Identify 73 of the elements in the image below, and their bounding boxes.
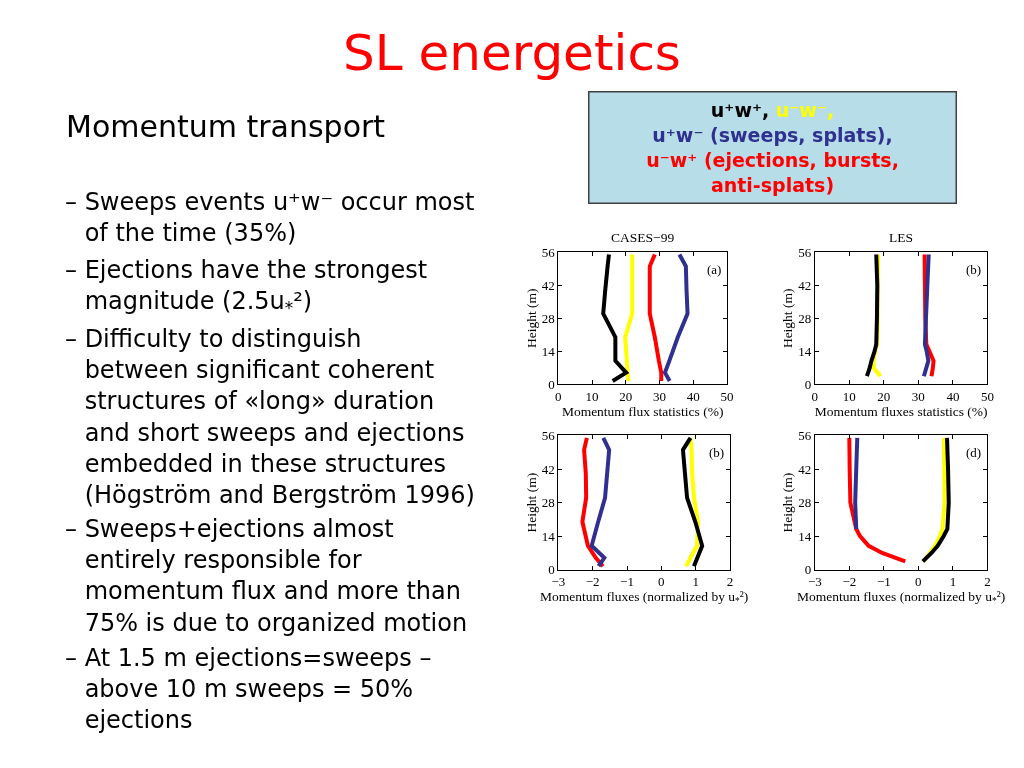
- line-series: [589, 435, 612, 569]
- x-tick-label: 10: [585, 389, 599, 405]
- line-series: [853, 435, 860, 532]
- y-tick-label: 14: [541, 343, 556, 359]
- x-tick-label: 40: [946, 389, 960, 405]
- x-tick-label: −1: [876, 574, 891, 590]
- chart-title: CASES−99: [611, 230, 675, 245]
- x-tick-label: 40: [686, 389, 700, 405]
- x-tick-label: 0: [915, 574, 922, 590]
- annotation: (d): [966, 445, 982, 460]
- text: – Difficulty to distinguish between significant coherent structures of «long» duration and short sweeps and ejections embedded in these structures (Högström and Bergström 1996): [65, 325, 475, 509]
- text: – Sweeps+ejections almost entirely responsible for momentum flux and more than 75% is due to organized motion: [65, 515, 468, 637]
- y-tick-label: 56: [541, 428, 556, 444]
- annotation: (b): [709, 445, 725, 460]
- y-tick-label: 28: [798, 495, 812, 511]
- x-tick-label: 20: [619, 389, 633, 405]
- x-tick-label: 2: [726, 574, 734, 590]
- y-tick-label: 42: [541, 461, 555, 477]
- x-axis-title: Momentum fluxes statistics (%): [814, 404, 988, 420]
- y-tick-label: 14: [541, 528, 556, 544]
- line-series: [580, 435, 605, 569]
- text: u⁺w⁻ (sweeps, splats),: [652, 124, 893, 147]
- x-tick-label: −1: [620, 574, 634, 590]
- y-tick-label: 42: [798, 277, 812, 293]
- x-tick-label: 1: [692, 574, 699, 590]
- y-tick-label: 42: [798, 461, 812, 477]
- y-axis-title: Height (m): [523, 288, 539, 349]
- line-series: [647, 252, 664, 383]
- y-tick-label: 28: [798, 310, 812, 326]
- text: – Sweeps events u⁺w⁻ occur most of the time (35%): [65, 188, 475, 248]
- y-tick-label: 28: [541, 495, 555, 511]
- y-tick-label: 56: [798, 244, 812, 260]
- x-tick-label: 30: [653, 389, 667, 405]
- y-axis-title: Height (m): [779, 288, 795, 349]
- text: – At 1.5 m ejections=sweeps – above 10 m sweeps = 50% ejections: [65, 644, 432, 735]
- y-tick-label: 14: [798, 528, 812, 544]
- line-series: [662, 252, 690, 383]
- line-series: [864, 252, 880, 379]
- text: Momentum transport: [66, 109, 386, 144]
- x-tick-label: −2: [842, 574, 857, 590]
- y-axis-title: Height (m): [523, 472, 539, 533]
- x-axis-title: Momentum fluxes (normalized by u$_{*}$²): [796, 589, 1006, 607]
- y-tick-label: 42: [541, 277, 555, 293]
- y-tick-label: 14: [798, 343, 812, 359]
- x-tick-label: 30: [911, 389, 925, 405]
- text: u⁻w⁺ (ejections, bursts, anti-splats): [646, 148, 899, 196]
- y-tick-label: 0: [548, 377, 555, 393]
- y-tick-label: 56: [798, 428, 812, 444]
- text: u⁻w⁻,: [775, 99, 835, 122]
- annotation: (b): [966, 262, 982, 277]
- annotation: (a): [707, 262, 722, 277]
- y-tick-label: 28: [541, 310, 555, 326]
- line-series: [601, 252, 629, 383]
- line-series: [847, 435, 908, 564]
- line-series: [921, 252, 931, 379]
- text: SL energetics: [343, 24, 681, 82]
- x-axis-title: Momentum flux statistics (%): [561, 404, 724, 420]
- text: u⁺w⁺,: [710, 99, 770, 122]
- x-tick-label: 50: [720, 389, 734, 405]
- line-series: [623, 252, 635, 383]
- x-tick-label: 0: [658, 574, 665, 590]
- chart-title: LES: [889, 230, 914, 245]
- x-tick-label: 1: [949, 574, 957, 590]
- text: – Ejections have the strongest magnitude (2.5u$_{*}$²): [65, 256, 428, 319]
- y-axis-title: Height (m): [779, 472, 795, 533]
- x-tick-label: 2: [984, 574, 991, 590]
- y-tick-label: 0: [804, 377, 812, 393]
- y-tick-label: 56: [541, 244, 556, 260]
- x-axis-title: Momentum fluxes (normalized by u$_{*}$²): [540, 589, 749, 607]
- x-tick-label: 20: [877, 389, 891, 405]
- x-tick-label: 50: [980, 389, 994, 405]
- x-tick-label: −2: [585, 574, 600, 590]
- x-tick-label: 10: [842, 389, 856, 405]
